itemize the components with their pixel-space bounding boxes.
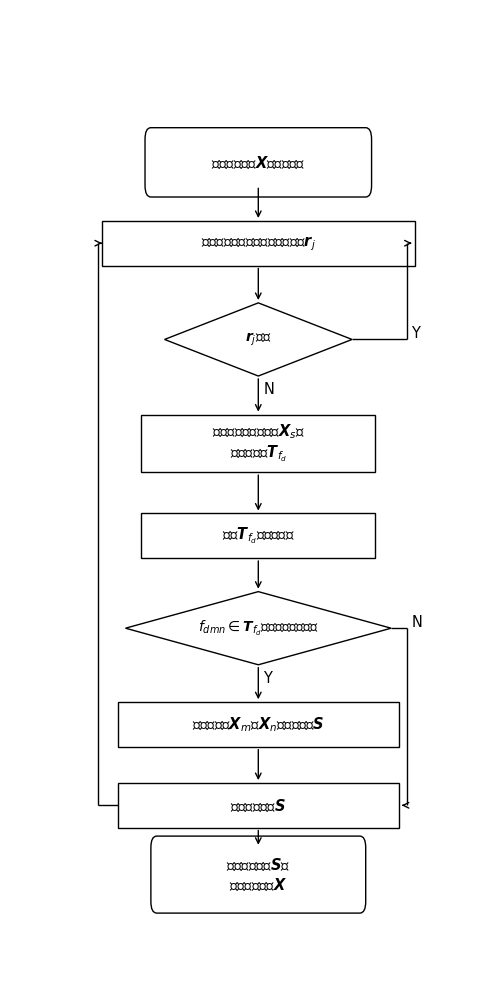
Text: 更新待检测目标点集$\boldsymbol{X}_s$和
测试点集合$\boldsymbol{T}_{f_d}$: 更新待检测目标点集$\boldsymbol{X}_s$和 测试点集合$\bold… [212,422,305,464]
Bar [118,702,399,747]
Text: 添加对应的$\boldsymbol{X}_m$和$\boldsymbol{X}_n$至副峰点集$\boldsymbol{S}$: 添加对应的$\boldsymbol{X}_m$和$\boldsymbol{X}_… [192,715,325,734]
Text: 疑似目标点集$\boldsymbol{X}$按距离排列: 疑似目标点集$\boldsymbol{X}$按距离排列 [211,154,305,171]
Text: 检测$\boldsymbol{T}_{f_d}$中所有元素: 检测$\boldsymbol{T}_{f_d}$中所有元素 [222,526,295,546]
Text: $\boldsymbol{r}_j$为空: $\boldsymbol{r}_j$为空 [245,331,272,348]
FancyBboxPatch shape [151,836,366,913]
Polygon shape [164,303,352,376]
Bar [141,415,375,472]
Text: N: N [264,382,274,397]
Text: 更新副峰点集$\boldsymbol{S}$: 更新副峰点集$\boldsymbol{S}$ [230,797,286,814]
Text: $f_{dmn}\in\boldsymbol{T}_{f_d}$处存在多普勒峰值: $f_{dmn}\in\boldsymbol{T}_{f_d}$处存在多普勒峰值 [198,619,319,638]
Bar [102,221,414,266]
Text: N: N [411,615,422,630]
Text: 返回副峰点集$\boldsymbol{S}$和
疑似目标点集$\boldsymbol{X}$: 返回副峰点集$\boldsymbol{S}$和 疑似目标点集$\boldsymb… [226,857,290,893]
Bar [118,783,399,828]
Bar [141,513,375,558]
Text: Y: Y [264,671,272,686]
Polygon shape [125,592,391,665]
FancyBboxPatch shape [145,128,371,197]
Text: Y: Y [411,326,420,341]
Text: 依次提取存在多个目标的距离元$\boldsymbol{r}_j$: 依次提取存在多个目标的距离元$\boldsymbol{r}_j$ [201,234,316,252]
